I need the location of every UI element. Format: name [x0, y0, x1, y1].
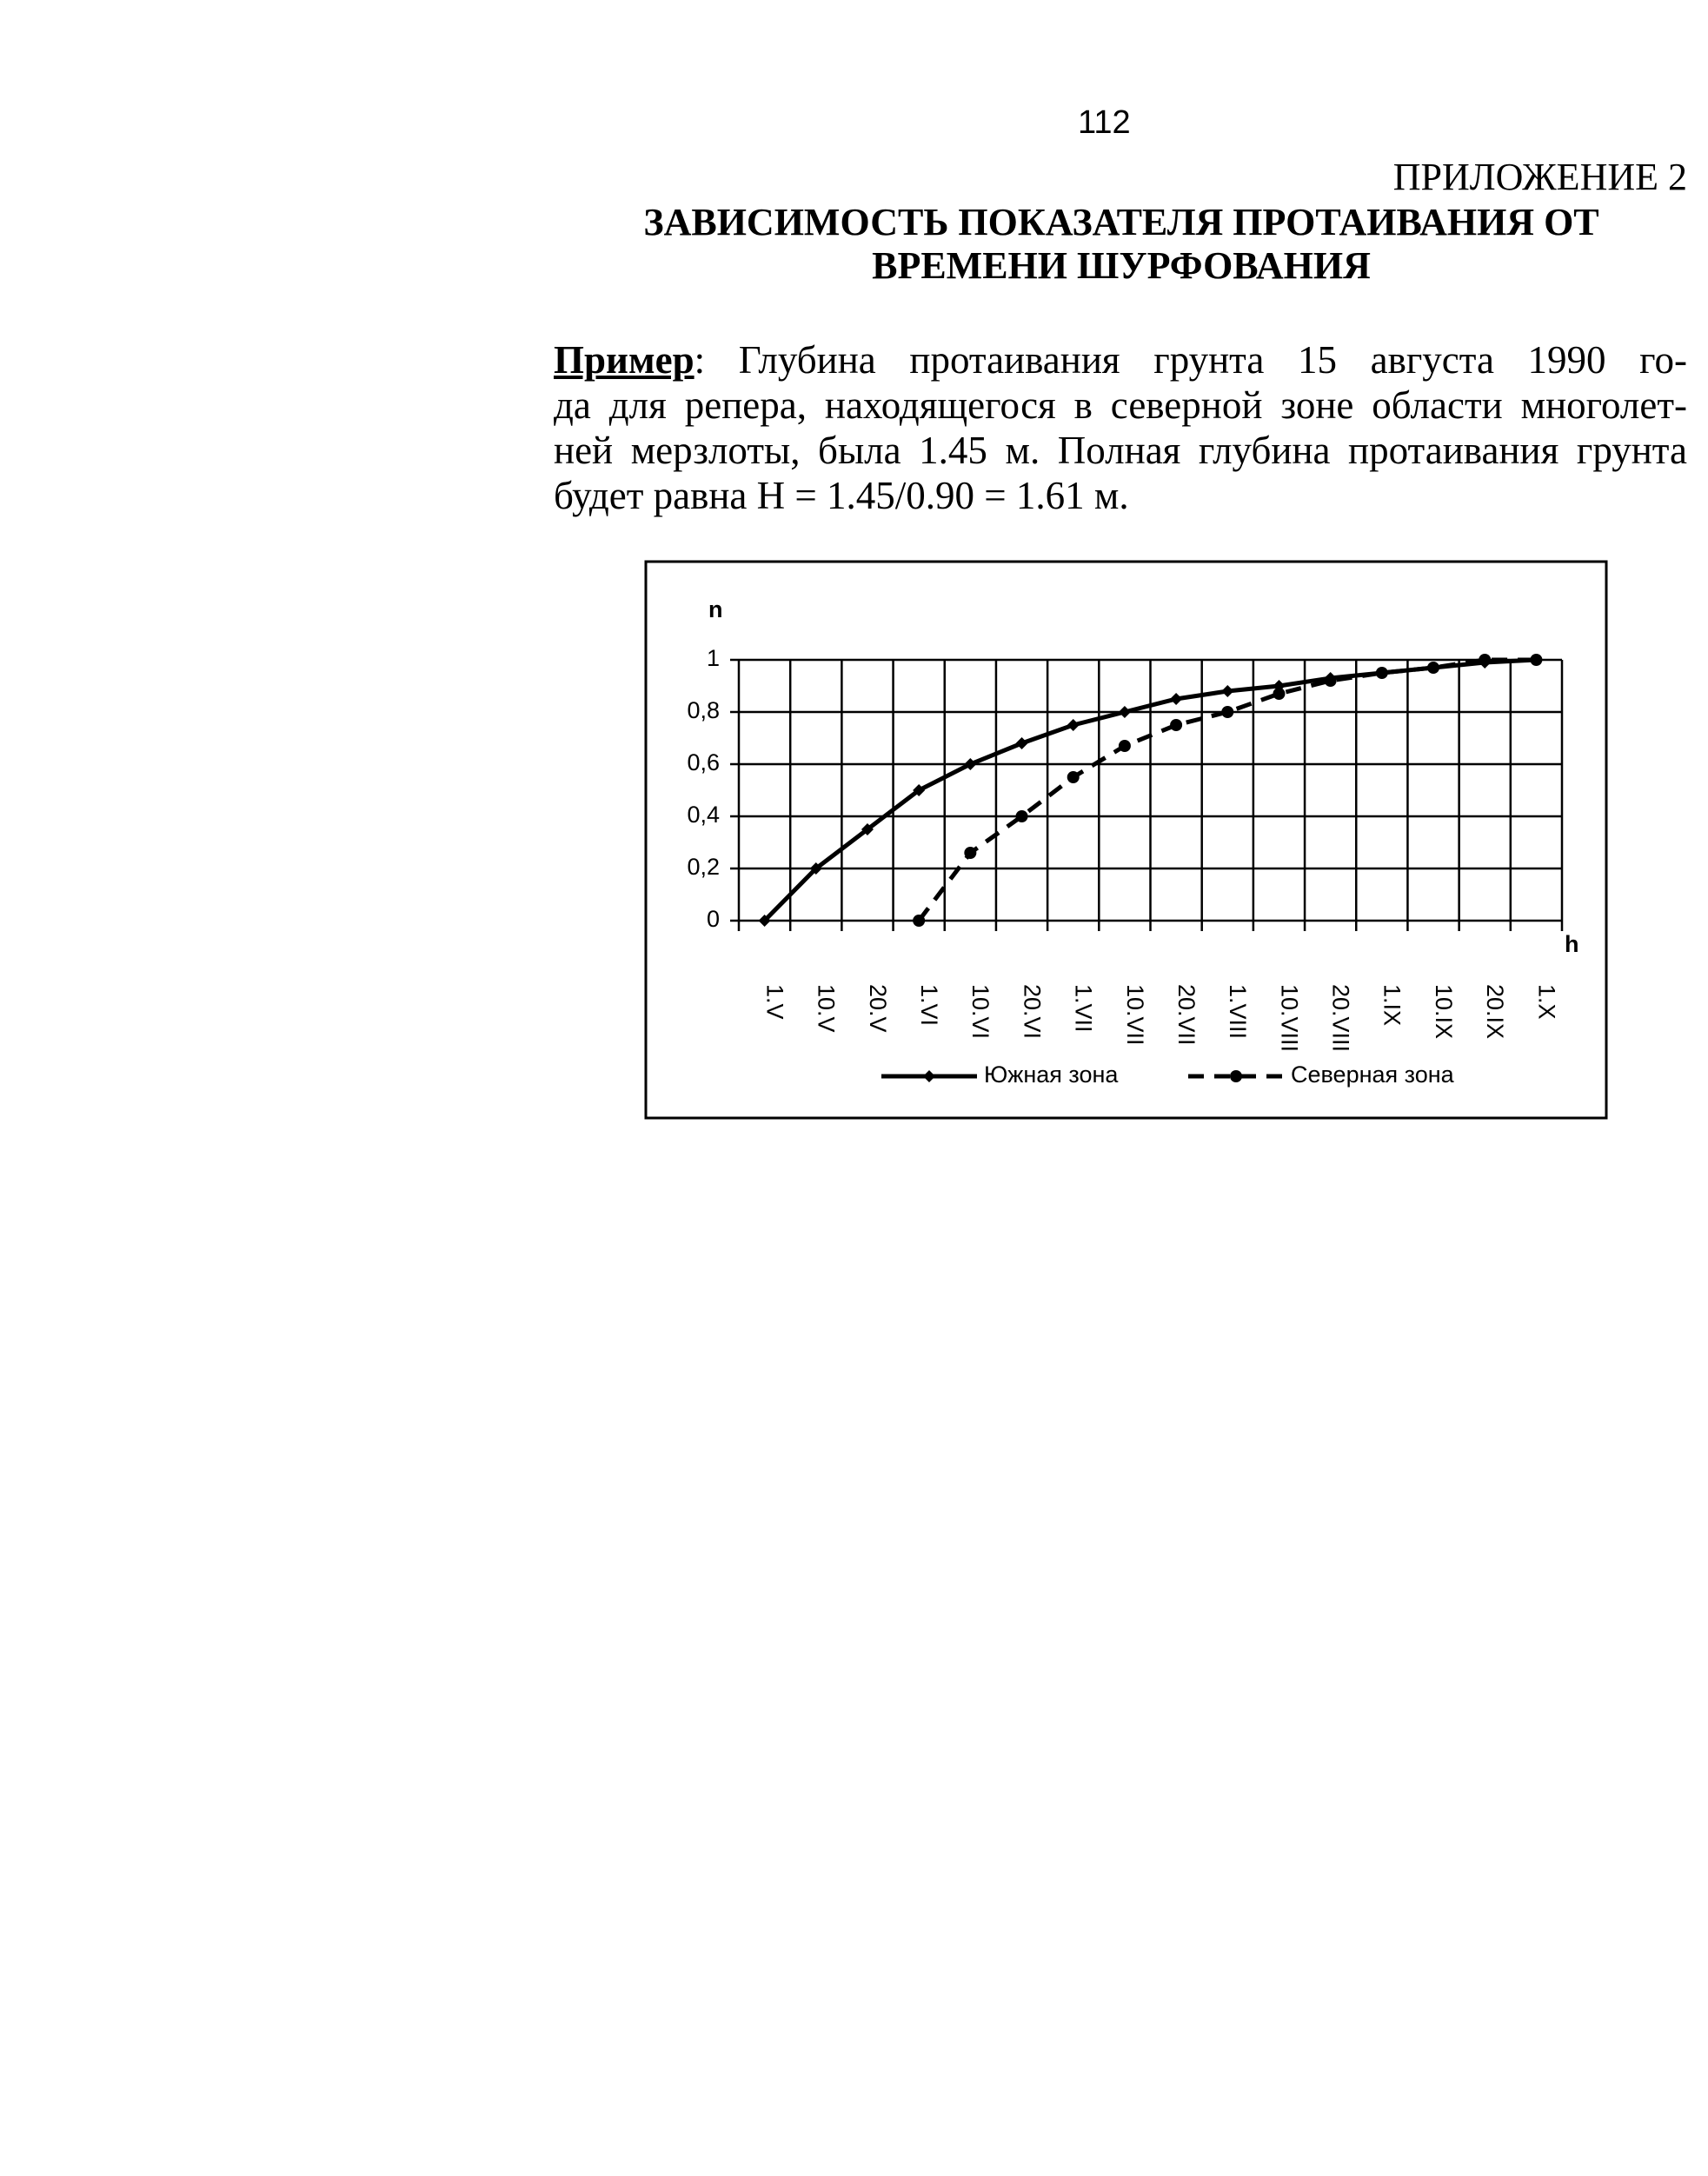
marker [964, 758, 977, 770]
x-tick-label: 20.VII [1173, 984, 1200, 1046]
y-tick-label: 0,2 [687, 854, 720, 880]
marker [1170, 719, 1183, 731]
x-tick-label: 20.VIII [1328, 984, 1354, 1052]
legend-marker [1230, 1070, 1242, 1082]
text: : Глубина протаивания грунта 15 августа … [694, 338, 1687, 382]
marker [1015, 737, 1028, 749]
marker [809, 862, 822, 875]
marker [1118, 706, 1131, 718]
x-tick-label: 1.X [1533, 984, 1559, 1020]
example-paragraph: Пример: Глубина протаивания грунта 15 ав… [554, 337, 1687, 518]
marker [1530, 654, 1543, 666]
page-number: 112 [1078, 104, 1131, 141]
x-tick-label: 10.VI [967, 984, 994, 1039]
title-line: ВРЕМЕНИ ШУРФОВАНИЯ [872, 244, 1371, 287]
marker [1170, 693, 1183, 705]
y-tick-label: 1 [707, 645, 720, 671]
marker [1479, 654, 1492, 666]
marker [1118, 740, 1131, 752]
paragraph-line: ней мерзлоты, была 1.45 м. Полная глубин… [554, 429, 1687, 472]
marker [1067, 719, 1080, 731]
x-tick-label: 10.VII [1122, 984, 1148, 1046]
marker [1221, 706, 1234, 718]
marker [861, 823, 874, 835]
marker [964, 847, 977, 859]
example-lead: Пример [554, 338, 694, 382]
series-line [762, 657, 1537, 922]
paragraph-line: будет равна H = 1.45/0.90 = 1.61 м. [554, 474, 1129, 517]
marker [1221, 685, 1234, 697]
x-tick-label: 10.V [814, 984, 840, 1033]
legend-label: Северная зона [1291, 1061, 1455, 1088]
appendix-label: ПРИЛОЖЕНИЕ 2 [1392, 156, 1687, 198]
marker [1273, 688, 1286, 700]
chart-frame [644, 560, 1608, 1120]
marker [1375, 667, 1388, 679]
x-tick-label: 10.IX [1431, 984, 1457, 1039]
marker [1015, 810, 1028, 822]
marker [1324, 675, 1337, 687]
y-tick-label: 0,4 [687, 802, 720, 828]
x-tick-label: 1.IX [1379, 984, 1406, 1026]
x-tick-label: 1.V [761, 984, 788, 1020]
marker [1427, 662, 1440, 674]
legend-label: Южная зона [984, 1061, 1119, 1088]
x-tick-label: 20.VI [1019, 984, 1045, 1039]
paragraph-line: да для репера, находящегося в северной з… [554, 383, 1687, 427]
marker [1067, 771, 1080, 783]
x-tick-label: 10.VIII [1276, 984, 1302, 1052]
x-tick-label: 1.VI [916, 984, 942, 1026]
series-line [917, 657, 1537, 922]
y-tick-label: 0,8 [687, 697, 720, 723]
x-tick-label: 1.VII [1071, 984, 1097, 1033]
x-axis-label: h [1565, 931, 1579, 957]
x-tick-label: 20.IX [1482, 984, 1508, 1039]
marker [913, 784, 926, 796]
marker [758, 915, 771, 927]
legend-marker [923, 1070, 935, 1082]
y-tick-label: 0,6 [687, 749, 720, 775]
y-tick-label: 0 [707, 906, 720, 932]
marker [913, 915, 926, 927]
x-tick-label: 20.V [865, 984, 891, 1033]
y-axis-label: n [708, 596, 723, 622]
x-tick-label: 1.VIII [1225, 984, 1251, 1039]
paragraph-line: Пример: Глубина протаивания грунта 15 ав… [554, 337, 1687, 383]
title-line: ЗАВИСИМОСТЬ ПОКАЗАТЕЛЯ ПРОТАИВАНИЯ ОТ [643, 201, 1599, 243]
